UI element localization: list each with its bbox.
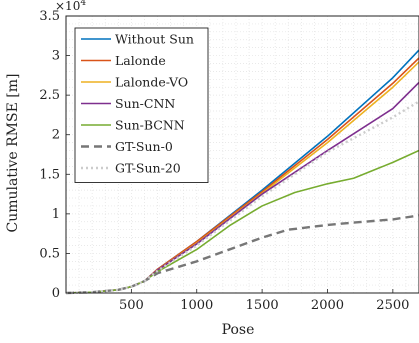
axis-ticks: 500 1000 1500 2000 2500 0 0.5 1 1.5 2 2.5 3 3.5 [39, 9, 409, 313]
x-tick-label: 1000 [180, 298, 213, 313]
y-axis-exponent-power: 4 [80, 0, 86, 8]
y-tick-label: 1.5 [39, 167, 60, 182]
x-tick-label: 2000 [311, 298, 344, 313]
legend-box [74, 27, 209, 183]
legend: Without Sun Lalonde Lalonde-VO Sun-CNN Sun-B… [74, 27, 209, 183]
y-tick-label: 3.5 [39, 9, 60, 24]
x-axis-label: Pose [222, 322, 255, 338]
series-lines [65, 49, 419, 295]
y-tick-label: 2.5 [39, 88, 60, 103]
y-tick-label: 2 [52, 128, 60, 143]
legend-label-gt-sun-0: GT-Sun-0 [115, 139, 173, 154]
legend-label-sun-cnn: Sun-CNN [115, 96, 175, 111]
legend-label-lalonde: Lalonde [115, 53, 166, 68]
x-tick-label: 500 [119, 298, 144, 313]
y-axis-label: Cumulative RMSE [m] [5, 74, 21, 233]
legend-label-gt-sun-20: GT-Sun-20 [115, 161, 181, 176]
y-tick-label: 1 [52, 207, 60, 222]
series-line-gt-sun-20 [65, 100, 419, 295]
y-tick-label: 0.5 [39, 246, 60, 261]
y-tick-label: 3 [52, 49, 60, 64]
legend-label-lalonde-vo: Lalonde-VO [115, 75, 188, 90]
x-tick-label: 2500 [376, 298, 409, 313]
legend-label-without-sun: Without Sun [115, 32, 194, 47]
plot-frame [65, 15, 419, 294]
x-tick-label: 1500 [246, 298, 279, 313]
y-axis-exponent-base: ×10 [55, 0, 80, 13]
grid [66, 16, 419, 293]
series-line-gt-sun-0 [65, 214, 419, 295]
y-axis-exponent: ×104 [55, 0, 86, 13]
legend-label-sun-bcnn: Sun-BCNN [115, 118, 185, 133]
y-tick-label: 0 [52, 286, 60, 301]
